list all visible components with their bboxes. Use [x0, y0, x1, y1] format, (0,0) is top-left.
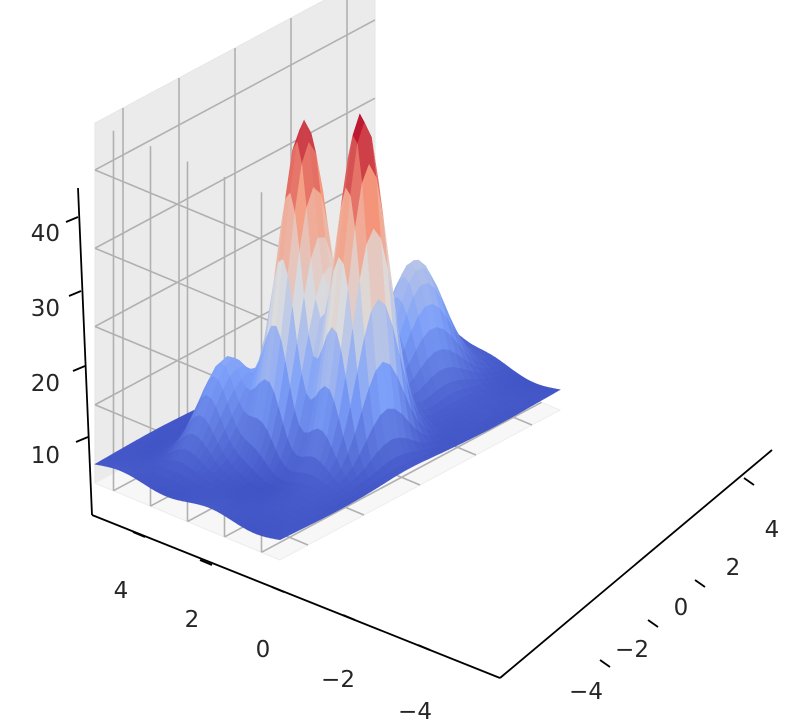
axis-lines [65, 187, 773, 679]
y-tick-label: −4 [569, 679, 603, 705]
x-tick-label: −2 [321, 667, 355, 693]
y-tick-mark [743, 477, 755, 486]
y-tick-label: −2 [615, 637, 649, 663]
x-tick-label: 4 [114, 578, 129, 604]
z-tick-mark [68, 290, 82, 297]
z-gridline [94, 169, 281, 248]
z-gridline [94, 19, 376, 171]
z-tick-label: 40 [31, 221, 60, 247]
tick-labels: −4 −2 0 2 4 −4 −2 0 2 4 10 20 30 40 [31, 221, 780, 723]
z-tick-mark [75, 436, 89, 443]
y-tick-label: 0 [674, 595, 689, 621]
z-gridline [94, 175, 376, 328]
z-tick-mark [72, 365, 86, 372]
x-tick-mark [342, 614, 356, 621]
z-gridline [94, 247, 281, 326]
x-tick-label: −4 [398, 699, 432, 723]
z-tick-mark [65, 216, 79, 223]
y-tick-label: 4 [765, 517, 780, 543]
y-axis-line [499, 449, 773, 679]
z-tick-label: 20 [31, 371, 60, 397]
y-tick-label: 2 [726, 555, 741, 581]
x-tick-mark [417, 644, 431, 651]
z-gridline [94, 97, 376, 249]
x-axis-line [91, 514, 501, 679]
x-tick-mark [271, 586, 285, 593]
x-tick-label: 0 [256, 637, 271, 663]
surface-facet [274, 534, 288, 541]
z-tick-label: 30 [31, 296, 60, 322]
surface-mesh [94, 113, 561, 541]
y-tick-mark [647, 619, 659, 628]
z-tick-label: 10 [31, 443, 60, 469]
x-tick-label: 2 [185, 607, 200, 633]
y-tick-mark [694, 579, 706, 588]
y-tick-mark [599, 659, 611, 668]
x-tick-mark [132, 531, 146, 538]
x-tick-mark [199, 559, 213, 566]
z-axis-line [77, 187, 93, 516]
